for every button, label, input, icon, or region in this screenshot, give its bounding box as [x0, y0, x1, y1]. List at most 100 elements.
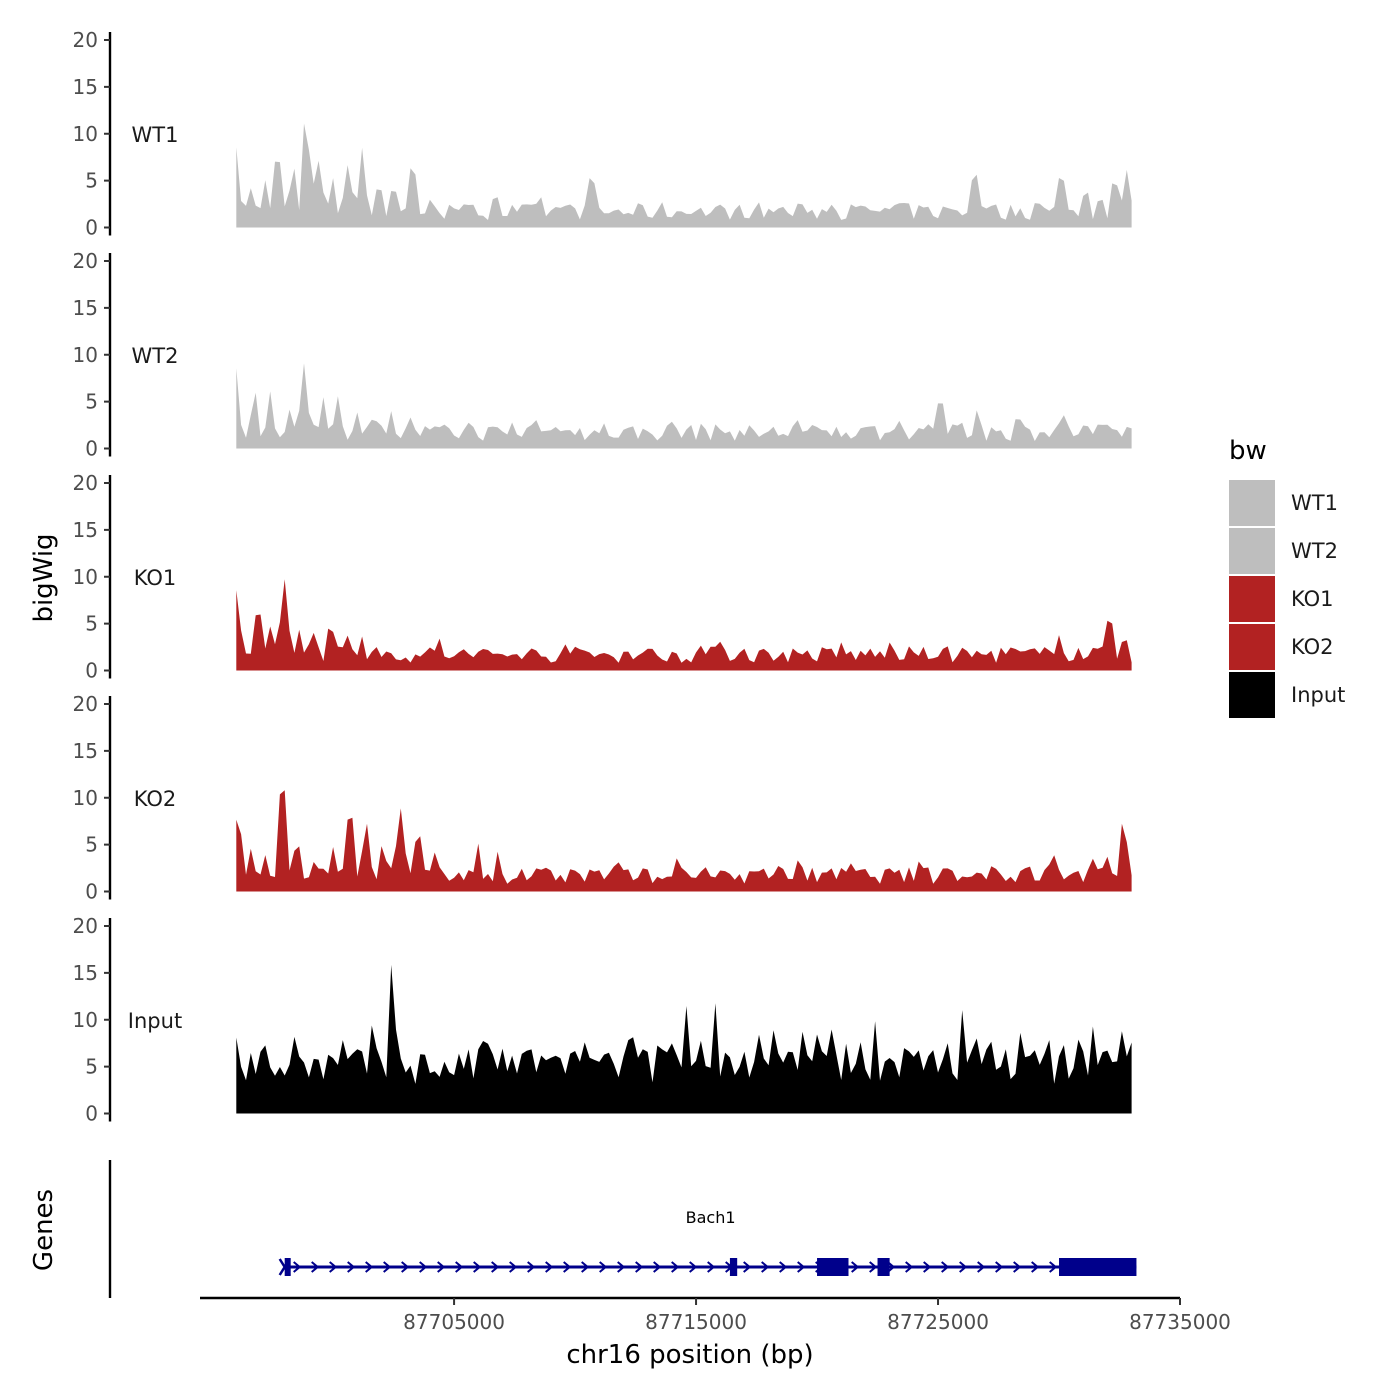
x-tick-label: 87725000 [887, 1310, 989, 1334]
strand-arrow [527, 1261, 536, 1273]
y-tick-label: 0 [85, 216, 98, 240]
track-ko1-area [236, 579, 1132, 671]
strand-arrow [293, 1261, 302, 1273]
y-tick-label: 10 [73, 343, 98, 367]
strand-arrow [851, 1261, 860, 1273]
y-tick-label: 5 [85, 390, 98, 414]
genes-axis-title: Genes [29, 1189, 59, 1271]
x-axis: 87705000 87715000 87725000 87735000 [200, 1296, 1231, 1334]
strand-arrow [563, 1261, 572, 1273]
tracks-layer: 0 5 10 15 20 WT1 0 5 10 15 20 WT2 0 5 10 15 20 KO1 0 5 10 15 2… [73, 28, 1132, 1126]
legend-swatch [1229, 672, 1275, 718]
strand-arrow [383, 1261, 392, 1273]
y-tick-label: 10 [73, 565, 98, 589]
strand-arrow [653, 1261, 662, 1273]
strand-arrow [905, 1261, 914, 1273]
strand-arrow [635, 1261, 644, 1273]
legend-swatch [1229, 528, 1275, 574]
legend-swatch [1229, 480, 1275, 526]
strand-arrow [347, 1261, 356, 1273]
track-label-ko2: KO2 [134, 787, 177, 811]
legend-item-wt1: WT1 [1229, 480, 1338, 526]
strand-arrow [923, 1261, 932, 1273]
y-tick-label: 10 [73, 1008, 98, 1032]
y-tick-label: 10 [73, 122, 98, 146]
x-tick-label: 87735000 [1129, 1310, 1231, 1334]
strand-arrow [959, 1261, 968, 1273]
legend-title: bw [1229, 436, 1267, 466]
track-ko2: 0 5 10 15 20 KO2 [73, 692, 1132, 904]
legend-item-ko2: KO2 [1229, 624, 1334, 670]
strand-arrow [995, 1261, 1004, 1273]
x-tick-label: 87705000 [403, 1310, 505, 1334]
y-tick-label: 15 [73, 296, 98, 320]
strand-arrow [455, 1261, 464, 1273]
strand-arrow [1049, 1261, 1058, 1273]
track-input: 0 5 10 15 20 Input [73, 914, 1132, 1126]
track-wt1: 0 5 10 15 20 WT1 [73, 28, 1132, 240]
strand-arrow [941, 1261, 950, 1273]
strand-arrow [311, 1261, 320, 1273]
legend-label: WT1 [1291, 491, 1338, 515]
y-axis-title: bigWig [29, 533, 59, 622]
y-tick-label: 15 [73, 961, 98, 985]
y-tick-label: 0 [85, 659, 98, 683]
y-tick-label: 20 [73, 28, 98, 52]
legend-item-wt2: WT2 [1229, 528, 1338, 574]
strand-arrow [491, 1261, 500, 1273]
legend-swatch [1229, 624, 1275, 670]
track-input-area [236, 964, 1132, 1114]
track-label-input: Input [128, 1009, 182, 1033]
strand-arrow [707, 1261, 716, 1273]
strand-arrow [797, 1261, 806, 1273]
strand-arrow [473, 1261, 482, 1273]
legend-label: WT2 [1291, 539, 1338, 563]
legend-item-input: Input [1229, 672, 1345, 718]
strand-arrow [689, 1261, 698, 1273]
y-tick-label: 10 [73, 786, 98, 810]
y-tick-label: 0 [85, 880, 98, 904]
legend-items: WT1 WT2 KO1 KO2 Input [1229, 480, 1345, 718]
gene-exon [817, 1258, 849, 1276]
y-tick-label: 20 [73, 692, 98, 716]
strand-arrow [437, 1261, 446, 1273]
track-ko2-area [236, 790, 1132, 892]
y-tick-label: 5 [85, 169, 98, 193]
strand-arrow [1031, 1261, 1040, 1273]
track-wt2: 0 5 10 15 20 WT2 [73, 249, 1132, 461]
genes-panel: Bach1 [108, 1160, 1137, 1298]
y-tick-label: 20 [73, 249, 98, 273]
strand-arrow [1013, 1261, 1022, 1273]
y-tick-label: 15 [73, 75, 98, 99]
strand-arrow [743, 1261, 752, 1273]
strand-arrow [887, 1261, 896, 1273]
legend-swatch [1229, 576, 1275, 622]
x-axis-title: chr16 position (bp) [566, 1340, 813, 1370]
x-tick-label: 87715000 [645, 1310, 747, 1334]
legend: bw WT1 WT2 KO1 KO2 Input [1229, 436, 1345, 718]
gene-bach1: Bach1 [278, 1208, 1137, 1276]
y-tick-label: 5 [85, 612, 98, 636]
strand-arrow [365, 1261, 374, 1273]
strand-arrow [545, 1261, 554, 1273]
legend-item-ko1: KO1 [1229, 576, 1334, 622]
gene-exon [1059, 1258, 1137, 1276]
strand-arrow [581, 1261, 590, 1273]
strand-arrow [761, 1261, 770, 1273]
legend-label: Input [1291, 683, 1345, 707]
gene-label: Bach1 [686, 1208, 736, 1227]
legend-label: KO1 [1291, 587, 1334, 611]
strand-arrow [401, 1261, 410, 1273]
y-tick-label: 5 [85, 833, 98, 857]
track-wt1-area [236, 123, 1132, 228]
y-tick-label: 20 [73, 471, 98, 495]
y-tick-label: 15 [73, 739, 98, 763]
y-tick-label: 0 [85, 437, 98, 461]
strand-arrow [617, 1261, 626, 1273]
gene-exon [877, 1258, 890, 1276]
strand-arrow [869, 1261, 878, 1273]
strand-arrow [599, 1261, 608, 1273]
track-label-ko1: KO1 [134, 566, 177, 590]
strand-arrow [329, 1261, 338, 1273]
